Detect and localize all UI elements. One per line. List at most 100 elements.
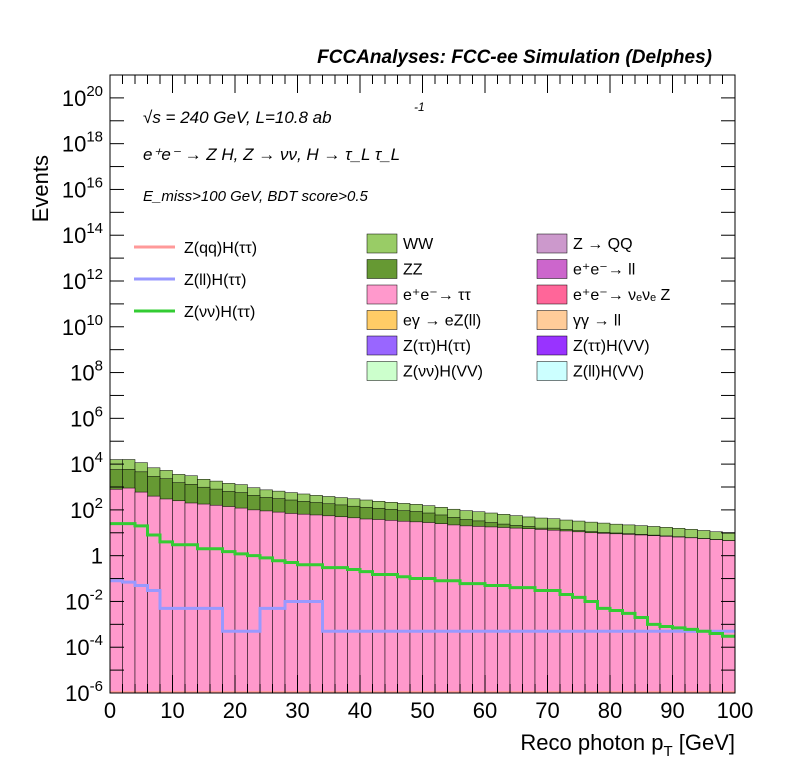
bar-e-e- <box>347 517 361 694</box>
bar-e-e- <box>159 498 173 694</box>
legend-swatch <box>536 259 568 279</box>
legend-swatch <box>366 259 398 279</box>
y-tick-label: 1018 <box>62 129 103 157</box>
bar-e-e- <box>559 530 573 694</box>
bar-e-e- <box>172 500 186 694</box>
bar-e-e- <box>222 506 236 694</box>
legend-swatch <box>366 233 398 254</box>
bar-e-e- <box>584 532 598 694</box>
line-z-h- <box>110 522 735 638</box>
x-tick-label: 100 <box>717 698 754 723</box>
y-tick-label: 102 <box>70 495 103 523</box>
legend-label: e⁺e⁻→ ττ <box>403 287 471 304</box>
legend-label: WW <box>403 236 434 253</box>
bar-e-e- <box>659 536 673 694</box>
bar-e-e- <box>634 534 648 694</box>
legend-label: Z(qq)H(ττ) <box>184 240 257 257</box>
legend-label: Z(νν)H(ττ) <box>184 304 255 321</box>
legend-swatch <box>366 361 398 381</box>
y-tick-label: 1 <box>91 544 103 569</box>
bar-e-e- <box>284 513 298 694</box>
bar-e-e- <box>397 520 411 694</box>
process-text: e⁺e⁻ → Z H, Z → νν, H → τ_L τ_L <box>143 145 400 164</box>
x-axis-label: Reco photon pT [GeV] <box>520 730 735 760</box>
x-tick-label: 70 <box>535 698 559 723</box>
bar-e-e- <box>197 503 211 694</box>
x-tick-label: 10 <box>160 698 184 723</box>
y-tick-label: 10-2 <box>65 586 103 614</box>
bar-e-e- <box>684 537 698 694</box>
y-axis-label: Events <box>28 155 53 222</box>
annotation-energy: √s = 240 GeV, L=10.8 ab -1 <box>143 100 425 127</box>
legend-label: e⁺e⁻→ ll <box>573 262 635 279</box>
y-tick-label: 106 <box>70 403 103 431</box>
x-tick-label: 60 <box>473 698 497 723</box>
legend-label: γγ → ll <box>573 313 621 330</box>
bar-e-e- <box>484 526 498 694</box>
legend-swatch <box>536 284 568 305</box>
x-tick-label: 40 <box>348 698 372 723</box>
bar-e-e- <box>459 525 473 694</box>
x-tick-label: 50 <box>410 698 434 723</box>
bar-e-e- <box>522 528 536 694</box>
legend-swatch <box>536 335 568 356</box>
line-z-ll-h- <box>110 579 735 633</box>
bar-e-e- <box>597 533 611 694</box>
y-tick-label: 1012 <box>62 266 103 294</box>
bar-e-e- <box>234 507 248 694</box>
bar-e-e- <box>547 529 561 694</box>
bar-e-e- <box>134 491 148 694</box>
bar-e-e- <box>297 513 311 694</box>
legend: Z(qq)H(ττ) Z(ll)H(ττ) Z(νν)H(ττ) WW ZZ e⁺e⁻→ … <box>134 233 670 381</box>
bar-e-e- <box>697 538 711 694</box>
bar-e-e- <box>509 527 523 694</box>
bar-e-e- <box>184 502 198 694</box>
bar-e-e- <box>497 527 511 694</box>
legend-label: eγ → eZ(ll) <box>403 313 481 330</box>
legend-label: e⁺e⁻→ νₑνₑ Z <box>573 287 670 304</box>
bar-e-e- <box>372 519 386 694</box>
legend-label: Z(ττ)H(ττ) <box>403 338 471 355</box>
x-tick-label: 80 <box>598 698 622 723</box>
y-tick-label: 10-4 <box>65 632 103 660</box>
legend-label: Z(ll)H(ττ) <box>184 272 246 289</box>
bar-e-e- <box>609 533 623 694</box>
legend-swatch <box>536 361 568 381</box>
bar-e-e- <box>447 524 461 694</box>
bar-e-e- <box>109 488 123 694</box>
bar-e-e- <box>247 509 261 694</box>
legend-label: ZZ <box>403 262 423 279</box>
y-tick-label: 1020 <box>62 83 103 111</box>
y-tick-label: 1014 <box>62 220 103 248</box>
x-tick-label: 30 <box>285 698 309 723</box>
bar-e-e- <box>359 518 373 694</box>
x-tick-label: 90 <box>660 698 684 723</box>
bar-e-e- <box>647 535 661 694</box>
bar-e-e- <box>384 520 398 694</box>
x-tick-label: 0 <box>104 698 116 723</box>
bar-e-e- <box>334 516 348 694</box>
selection-text: E_miss>100 GeV, BDT score>0.5 <box>143 188 368 205</box>
bar-e-e- <box>572 531 586 694</box>
energy-exp: -1 <box>414 100 425 114</box>
y-tick-label: 104 <box>70 449 103 477</box>
x-tick-label: 20 <box>223 698 247 723</box>
legend-swatch <box>536 233 568 254</box>
bar-e-e- <box>409 521 423 694</box>
legend-label: Z → QQ <box>573 236 633 253</box>
y-tick-label: 108 <box>70 358 103 386</box>
axis-ticks: 0 10 20 30 40 50 60 70 80 90 10010-610-410-2110210… <box>62 74 754 723</box>
bar-e-e- <box>434 523 448 694</box>
bar-e-e- <box>209 504 223 694</box>
chart-title: FCCAnalyses: FCC-ee Simulation (Delphes) <box>317 47 712 68</box>
bar-e-e- <box>709 539 723 694</box>
energy-text: √s = 240 GeV, L=10.8 ab <box>143 108 332 127</box>
bar-e-e- <box>272 511 286 694</box>
bar-e-e- <box>147 495 161 694</box>
legend-swatch <box>366 310 398 330</box>
bar-e-e- <box>322 515 336 694</box>
bar-e-e- <box>422 522 436 694</box>
legend-swatch <box>366 284 398 305</box>
y-tick-label: 10-6 <box>65 678 103 706</box>
